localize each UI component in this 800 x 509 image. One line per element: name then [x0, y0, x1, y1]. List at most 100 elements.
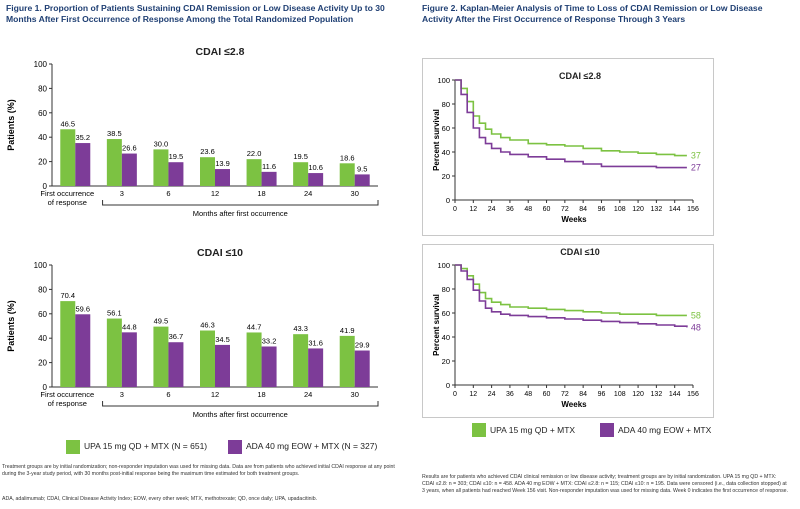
x-tick-label: 108	[614, 391, 626, 398]
bar-ada	[121, 153, 137, 186]
bar-value-label: 31.6	[308, 338, 323, 347]
bar-value-label: 19.5	[169, 152, 184, 161]
x-tick-label: 6	[166, 189, 170, 198]
km-chart-cdai-2-8: 0 20 40 60 80 100 0 12 24 36 48 60 72 84 96 108 120 132 14…	[432, 76, 701, 224]
bar-value-label: 23.6	[200, 147, 215, 156]
y-tick-label: 100	[34, 261, 48, 270]
x-tick-label: 96	[598, 206, 606, 213]
x-tick-label: 30	[351, 189, 359, 198]
bar-value-label: 19.5	[293, 152, 308, 161]
x-tick-label: 84	[579, 206, 587, 213]
figure2-footnote: Results are for patients who achieved CD…	[422, 474, 789, 495]
x-tick-label: 12	[469, 206, 477, 213]
bar-upa	[60, 129, 76, 186]
x-tick-label: 12	[211, 390, 219, 399]
x-tick-label: 18	[257, 189, 265, 198]
x-tick-label: 84	[579, 391, 587, 398]
bar-upa	[246, 159, 262, 186]
bar-ada	[308, 173, 324, 186]
y-axis-label: Percent survival	[432, 294, 441, 356]
y-tick-label: 20	[38, 359, 47, 368]
y-tick-label: 40	[38, 133, 47, 142]
y-axis-label: Patients (%)	[6, 300, 16, 352]
y-tick-label: 40	[38, 334, 47, 343]
x-tick-label: 132	[651, 391, 663, 398]
bar-ada	[75, 314, 91, 387]
x-tick-label: 132	[651, 206, 663, 213]
bar-upa	[60, 301, 76, 387]
y-tick-label: 100	[437, 261, 450, 270]
x-tick-label: 144	[669, 391, 681, 398]
x-tick-label: 72	[561, 391, 569, 398]
figure1-title: Figure 1. Proportion of Patients Sustain…	[6, 3, 385, 24]
km-chart-1-title: CDAI ≤2.8	[559, 71, 601, 81]
bar-value-label: 41.9	[340, 326, 355, 335]
legend-label-upa: UPA 15 mg QD + MTX (N = 651)	[84, 441, 208, 451]
bar-value-label: 13.9	[215, 159, 230, 168]
bar-value-label: 59.6	[75, 304, 90, 313]
legend-swatch-upa-km	[472, 423, 486, 437]
y-tick-label: 60	[38, 310, 47, 319]
y-tick-label: 100	[437, 76, 450, 85]
y-tick-label: 20	[442, 172, 450, 181]
bar-upa	[293, 334, 309, 387]
bar-value-label: 49.5	[154, 317, 169, 326]
bar-value-label: 18.6	[340, 153, 355, 162]
x-tick-label: 72	[561, 206, 569, 213]
x-tick-label: 48	[524, 391, 532, 398]
y-tick-label: 80	[442, 285, 450, 294]
bar-value-label: 35.2	[75, 133, 90, 142]
bar-value-label: 9.5	[357, 164, 367, 173]
bar-value-label: 10.6	[308, 163, 323, 172]
x-tick-label: 60	[543, 206, 551, 213]
bar-upa	[339, 335, 355, 387]
km-line-ada	[455, 264, 688, 328]
figure2-title: Figure 2. Kaplan-Meier Analysis of Time …	[422, 3, 763, 24]
x-tick-label: 24	[488, 391, 496, 398]
bar-value-label: 70.4	[60, 291, 75, 300]
x-axis-label: Months after first occurrence	[193, 209, 288, 218]
bar-upa	[339, 163, 355, 186]
x-tick-label: 30	[351, 390, 359, 399]
y-tick-label: 0	[43, 383, 48, 392]
km-end-label-ada: 27	[691, 163, 701, 173]
figure1-footnote: Treatment groups are by initial randomiz…	[2, 464, 395, 478]
x-tick-label: First occurrence	[40, 390, 94, 399]
y-tick-label: 60	[38, 109, 47, 118]
bar-value-label: 22.0	[247, 149, 262, 158]
bar-ada	[261, 171, 277, 186]
bar-value-label: 33.2	[262, 336, 277, 345]
x-tick-label: 0	[453, 206, 457, 213]
y-tick-label: 20	[38, 158, 47, 167]
bar-upa	[246, 332, 262, 387]
bar-chart-cdai-10: 0 20 40 60 80 100 Patients (%) 70.459.6 First oc…	[6, 261, 379, 419]
km-chart-cdai-10: 0 20 40 60 80 100 0 12 24 36 48 60 72 84 96 108 120 132 14…	[432, 261, 701, 409]
bar-upa	[200, 157, 215, 186]
x-tick-label: 12	[469, 391, 477, 398]
km-line-ada	[455, 79, 687, 169]
bar-value-label: 26.6	[122, 144, 137, 153]
x-tick-label: 6	[166, 390, 170, 399]
x-tick-label: 24	[304, 390, 312, 399]
y-tick-label: 80	[38, 285, 47, 294]
bar-value-label: 29.9	[355, 341, 370, 350]
km-end-label-ada: 48	[691, 322, 701, 332]
bar-value-label: 38.5	[107, 129, 122, 138]
x-axis-bracket	[102, 200, 379, 206]
bar-ada	[308, 348, 324, 387]
y-axis-label: Percent survival	[432, 109, 441, 171]
km-panel-1-frame	[422, 58, 714, 236]
x-tick-label: 96	[598, 391, 606, 398]
y-tick-label: 20	[442, 357, 450, 366]
legend-swatch-upa	[66, 440, 80, 454]
legend-label-upa-km: UPA 15 mg QD + MTX	[490, 425, 576, 435]
x-tick-label: 24	[488, 206, 496, 213]
y-tick-label: 0	[446, 196, 450, 205]
bar-ada	[168, 162, 184, 186]
y-tick-label: 60	[442, 124, 450, 133]
x-axis-label: Weeks	[561, 400, 587, 409]
legend-swatch-ada-km	[600, 423, 614, 437]
bar-ada	[354, 350, 370, 387]
x-tick-label: 156	[687, 206, 699, 213]
bar-value-label: 11.6	[262, 162, 276, 171]
